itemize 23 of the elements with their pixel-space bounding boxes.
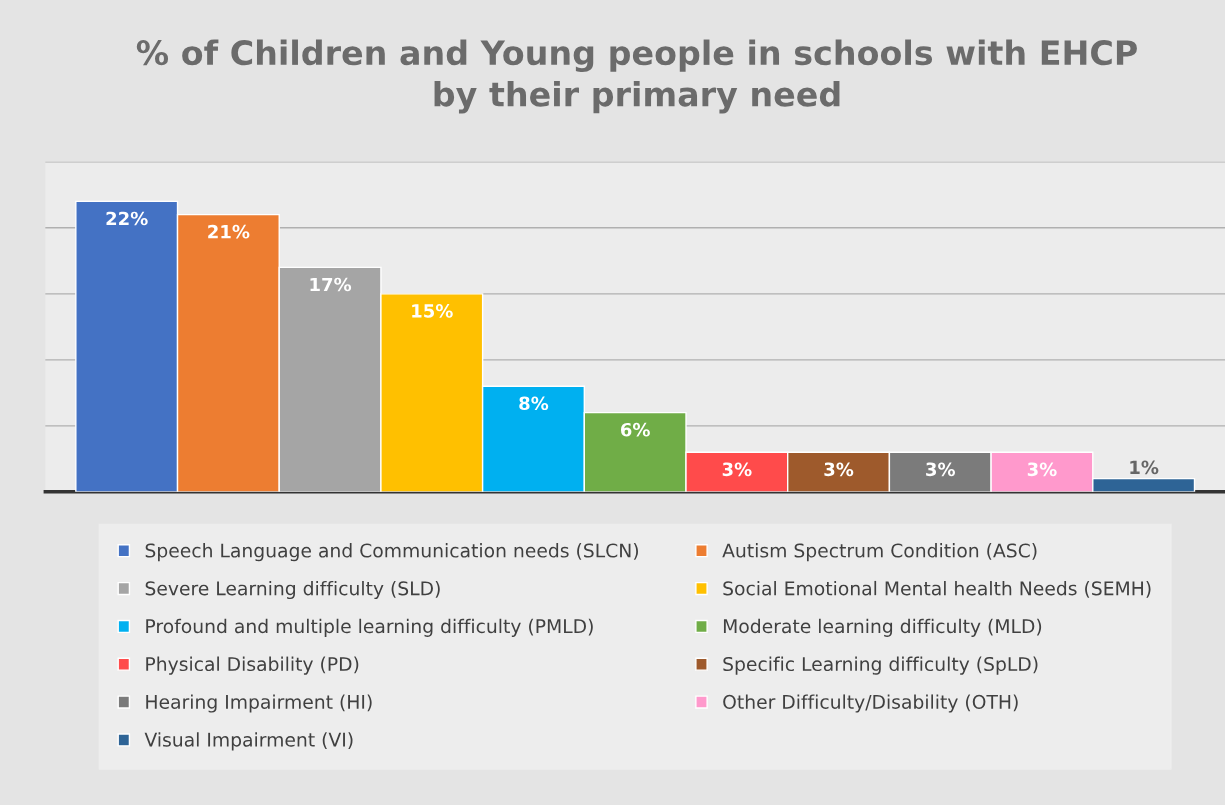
legend-label: Visual Impairment (VI) (144, 732, 353, 751)
data-label: 3% (926, 462, 955, 477)
data-label: 3% (722, 462, 752, 477)
legend-label: Moderate learning difficulty (MLD) (723, 618, 1042, 637)
data-label: 3% (824, 462, 854, 477)
data-label: 15% (412, 304, 453, 318)
chart-title: % of Children and Young people in schools with EHCP by their primary need (136, 39, 1137, 114)
legend-label: Other Difficulty/Disability (OTH) (723, 694, 1018, 713)
data-label: 1% (1130, 460, 1159, 475)
data-label: 8% (519, 396, 549, 411)
data-label: 21% (208, 224, 250, 239)
legend-label: Profound and multiple learning difficulty (PMLD) (146, 618, 593, 637)
legend-label: Severe Learning difficulty (SLD) (145, 580, 440, 600)
legend-label: Physical Disability (PD) (146, 656, 359, 675)
legend-label: Hearing Impairment (HI) (146, 694, 372, 713)
legend-label: Specific Learning difficulty (SpLD) (723, 656, 1038, 675)
legend-label: Social Emotional Mental health Needs (SEMH) (723, 580, 1151, 598)
legend-label: Autism Spectrum Condition (ASC) (722, 543, 1037, 562)
data-label: 17% (310, 277, 352, 292)
data-label: 22% (106, 211, 148, 226)
data-label: 6% (620, 422, 650, 437)
legend-label: Speech Language and Communication needs (SLCN) (145, 543, 638, 562)
data-label: 3% (1027, 462, 1057, 477)
